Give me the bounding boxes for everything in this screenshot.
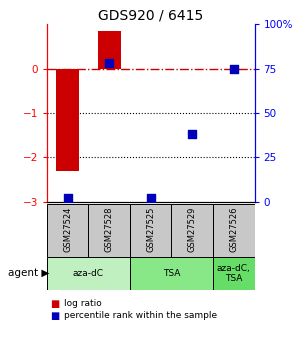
Bar [98, 31, 121, 69]
Bar [88, 204, 130, 257]
Bar [213, 257, 255, 290]
Bar [130, 204, 171, 257]
Text: percentile rank within the sample: percentile rank within the sample [64, 311, 217, 320]
Point [190, 131, 195, 137]
Text: log ratio: log ratio [64, 299, 102, 308]
Text: TSA: TSA [163, 269, 180, 278]
Bar [56, 69, 79, 171]
Text: aza-dC: aza-dC [73, 269, 104, 278]
Title: GDS920 / 6415: GDS920 / 6415 [98, 9, 203, 23]
Text: agent ▶: agent ▶ [8, 268, 49, 278]
Text: GSM27525: GSM27525 [146, 207, 155, 252]
Text: ■: ■ [50, 311, 59, 321]
Text: aza-dC,
TSA: aza-dC, TSA [217, 264, 251, 283]
Text: ■: ■ [50, 299, 59, 308]
Text: GSM27529: GSM27529 [188, 207, 197, 252]
Point [107, 60, 112, 66]
Text: GSM27526: GSM27526 [229, 206, 238, 252]
Bar [213, 204, 255, 257]
Bar [47, 204, 88, 257]
Text: GSM27524: GSM27524 [63, 207, 72, 252]
Point [231, 66, 236, 71]
Bar [130, 257, 213, 290]
Bar [47, 257, 130, 290]
Text: GSM27528: GSM27528 [105, 206, 114, 252]
Point [148, 196, 153, 201]
Point [65, 196, 70, 201]
Bar [171, 204, 213, 257]
